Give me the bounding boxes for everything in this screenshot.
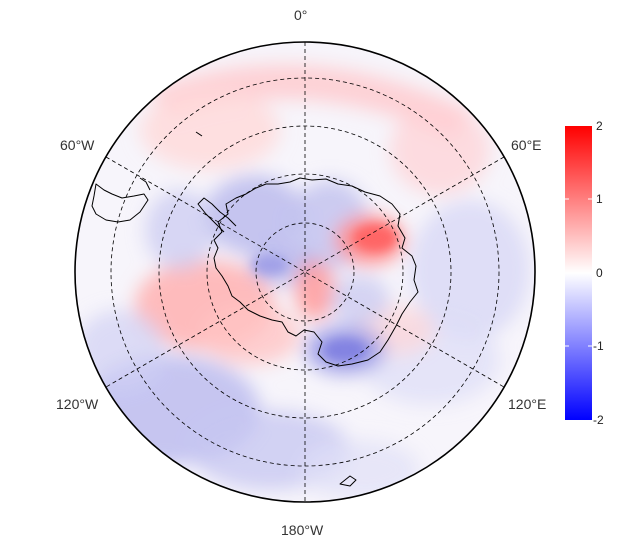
colorbar-tick-neg2: -2: [593, 413, 604, 427]
label-120e: 120°E: [508, 396, 547, 412]
label-180w: 180°W: [281, 522, 324, 538]
label-60w: 60°W: [60, 137, 95, 153]
label-0deg: 0°: [294, 7, 308, 23]
antarctic-peninsula: [197, 197, 237, 233]
anomaly-field: [75, 42, 535, 502]
antarctica-coastline: [213, 177, 419, 367]
label-120w: 120°W: [56, 396, 99, 412]
colorbar-tick-neg1: -1: [593, 339, 604, 353]
coastlines: [91, 131, 419, 487]
graticule: [105, 42, 505, 502]
south-america-coastline: [91, 183, 149, 223]
colorbar-tick-2: 2: [596, 119, 603, 133]
label-60e: 60°E: [511, 137, 542, 153]
colorbar: [565, 126, 592, 420]
map-border: [74, 41, 536, 503]
colorbar-tick-1: 1: [596, 192, 603, 206]
colorbar-tick-0: 0: [596, 266, 603, 280]
